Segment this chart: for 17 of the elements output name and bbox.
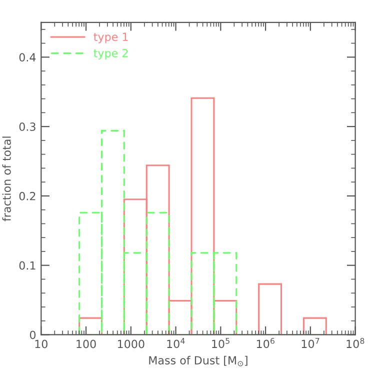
y-tick-label: 0 bbox=[30, 330, 36, 340]
x-tick-label: 10$^{4}$ bbox=[167, 338, 185, 348]
legend-label: type 1 bbox=[94, 32, 128, 44]
x-tick-label: 10$^{8}$ bbox=[346, 338, 364, 348]
legend-label: type 2 bbox=[94, 48, 128, 60]
y-axis-title: fraction of total bbox=[2, 136, 11, 222]
x-tick-label: 10 bbox=[35, 340, 48, 348]
x-tick-label: 10$^{5}$ bbox=[212, 338, 230, 348]
y-tick-label: 0.3 bbox=[19, 122, 36, 131]
x-tick-label: 1000 bbox=[118, 340, 144, 348]
x-axis-title: Mass of Dust [M$_{⊙}$] bbox=[149, 356, 248, 366]
y-tick-label: 0.1 bbox=[19, 261, 36, 270]
y-tick-label: 0.2 bbox=[19, 192, 36, 200]
y-tick-label: 0.4 bbox=[19, 53, 36, 62]
x-tick-label: 10$^{6}$ bbox=[256, 338, 274, 348]
x-tick-label: 100 bbox=[76, 340, 96, 348]
x-tick-label: 10$^{7}$ bbox=[302, 338, 320, 348]
